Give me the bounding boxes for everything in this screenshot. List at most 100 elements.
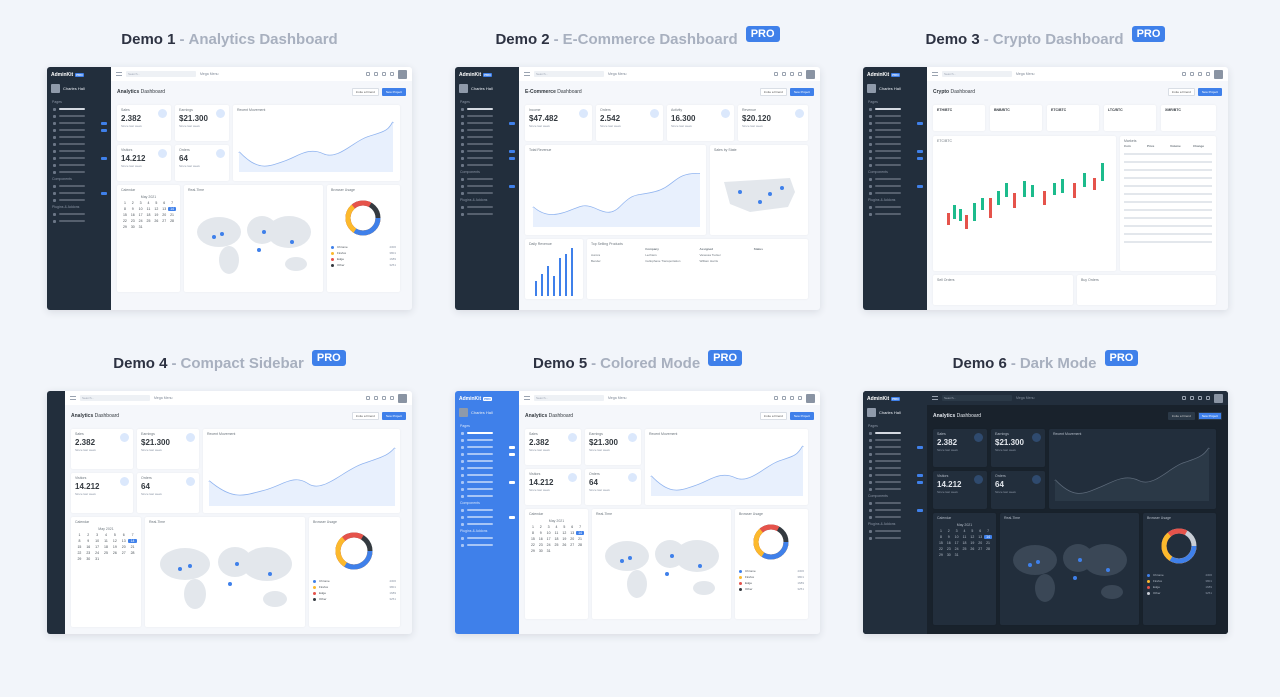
sidebar-item[interactable] [869,452,923,456]
demo-title[interactable]: Demo 5 - Colored Mode PRO [455,350,820,374]
avatar[interactable] [806,393,815,403]
sidebar-item[interactable] [461,191,515,195]
search-input[interactable]: Search... [534,71,604,77]
demo-card-4[interactable]: Demo 4 - Compact Sidebar PRO Search... M… [47,350,412,634]
sidebar-item[interactable] [461,431,515,435]
sidebar-item[interactable] [461,473,515,477]
sidebar-item[interactable] [869,135,923,139]
demo-title[interactable]: Demo 3 - Crypto Dashboard PRO [863,26,1228,50]
demo-title[interactable]: Demo 2 - E-Commerce Dashboard PRO [455,26,820,50]
sidebar-item[interactable] [461,480,515,484]
sidebar-item[interactable] [461,149,515,153]
bell-icon[interactable] [1182,396,1186,400]
sidebar-item[interactable] [461,536,515,540]
new-project-button[interactable]: New Project [789,412,814,420]
sidebar-item[interactable] [53,128,107,132]
sidebar-item[interactable] [461,459,515,463]
sidebar-item[interactable] [461,487,515,491]
new-project-button[interactable]: New Project [1197,88,1222,96]
message-icon[interactable] [374,72,378,76]
fullscreen-icon[interactable] [1206,396,1210,400]
table-row[interactable]: Aurora Lechters Vanessa Tucker [591,253,721,257]
mega-menu[interactable]: Mega Menu [608,396,627,400]
sidebar-item[interactable] [461,128,515,132]
sidebar-item[interactable] [461,466,515,470]
sidebar-item[interactable] [53,198,107,202]
flag-icon[interactable] [382,396,386,400]
sidebar-item[interactable] [869,473,923,477]
sidebar-item[interactable] [461,445,515,449]
bell-icon[interactable] [774,72,778,76]
sidebar-item[interactable] [869,205,923,209]
sidebar-item[interactable] [869,163,923,167]
search-input[interactable]: Search... [942,395,1012,401]
bell-icon[interactable] [774,396,778,400]
demo-screenshot[interactable]: AdminKit PRO Charles Hall Pages Component… [863,391,1228,634]
sidebar-item[interactable] [53,170,107,174]
sidebar-item[interactable] [461,142,515,146]
sidebar-item[interactable] [461,184,515,188]
avatar[interactable] [398,393,407,403]
invite-button[interactable]: Invite a Friend [1167,88,1195,96]
sidebar-item[interactable] [53,121,107,125]
demo-screenshot[interactable]: Search... Mega Menu Analytics Dashboard … [47,391,412,634]
sidebar-item[interactable] [461,438,515,442]
search-input[interactable]: Search... [80,395,150,401]
avatar[interactable] [806,69,815,79]
search-input[interactable]: Search... [126,71,196,77]
sidebar-item[interactable] [869,142,923,146]
fullscreen-icon[interactable] [798,72,802,76]
ticker-card[interactable]: BNB/BTC [990,105,1042,131]
sidebar-item[interactable] [869,431,923,435]
message-icon[interactable] [782,72,786,76]
search-input[interactable]: Search... [942,71,1012,77]
sidebar-item[interactable] [461,163,515,167]
sidebar-item[interactable] [461,543,515,547]
sidebar-item[interactable] [869,191,923,195]
message-icon[interactable] [374,396,378,400]
sidebar-item[interactable] [53,114,107,118]
menu-icon[interactable] [932,396,938,400]
sidebar-item[interactable] [53,107,107,111]
sidebar-item[interactable] [461,156,515,160]
ticker-card[interactable]: XMR/BTC [1161,105,1216,131]
demo-card-1[interactable]: Demo 1 - Analytics Dashboard AdminKit PRO… [47,28,412,310]
message-icon[interactable] [1190,396,1194,400]
mega-menu[interactable]: Mega Menu [1016,72,1035,76]
sidebar-item[interactable] [53,219,107,223]
mega-menu[interactable]: Mega Menu [1016,396,1035,400]
ticker-card[interactable]: LTC/BTC [1104,105,1156,131]
sidebar-item[interactable] [461,508,515,512]
demo-screenshot[interactable]: AdminKit PRO Charles Hall Pages Component… [863,67,1228,310]
flag-icon[interactable] [790,72,794,76]
mega-menu[interactable]: Mega Menu [154,396,173,400]
menu-icon[interactable] [70,396,76,400]
avatar[interactable] [398,69,407,79]
sidebar-item[interactable] [461,177,515,181]
flag-icon[interactable] [1198,72,1202,76]
sidebar-item[interactable] [869,156,923,160]
sidebar-item[interactable] [461,121,515,125]
message-icon[interactable] [782,396,786,400]
sidebar-item[interactable] [461,494,515,498]
sidebar-item[interactable] [869,466,923,470]
sidebar-item[interactable] [53,191,107,195]
invite-button[interactable]: Invite a Friend [351,88,379,96]
sidebar-item[interactable] [869,107,923,111]
mega-menu[interactable]: Mega Menu [200,72,219,76]
demo-screenshot[interactable]: AdminKit PRO Charles Hall Pages Component… [455,391,820,634]
sidebar-item[interactable] [53,212,107,216]
sidebar-item[interactable] [869,212,923,216]
menu-icon[interactable] [932,72,938,76]
sidebar-item[interactable] [869,529,923,533]
bell-icon[interactable] [366,396,370,400]
sidebar-item[interactable] [461,135,515,139]
sidebar-item[interactable] [869,177,923,181]
sidebar-item[interactable] [869,508,923,512]
sidebar-item[interactable] [869,184,923,188]
demo-title[interactable]: Demo 6 - Dark Mode PRO [863,350,1228,374]
bell-icon[interactable] [366,72,370,76]
